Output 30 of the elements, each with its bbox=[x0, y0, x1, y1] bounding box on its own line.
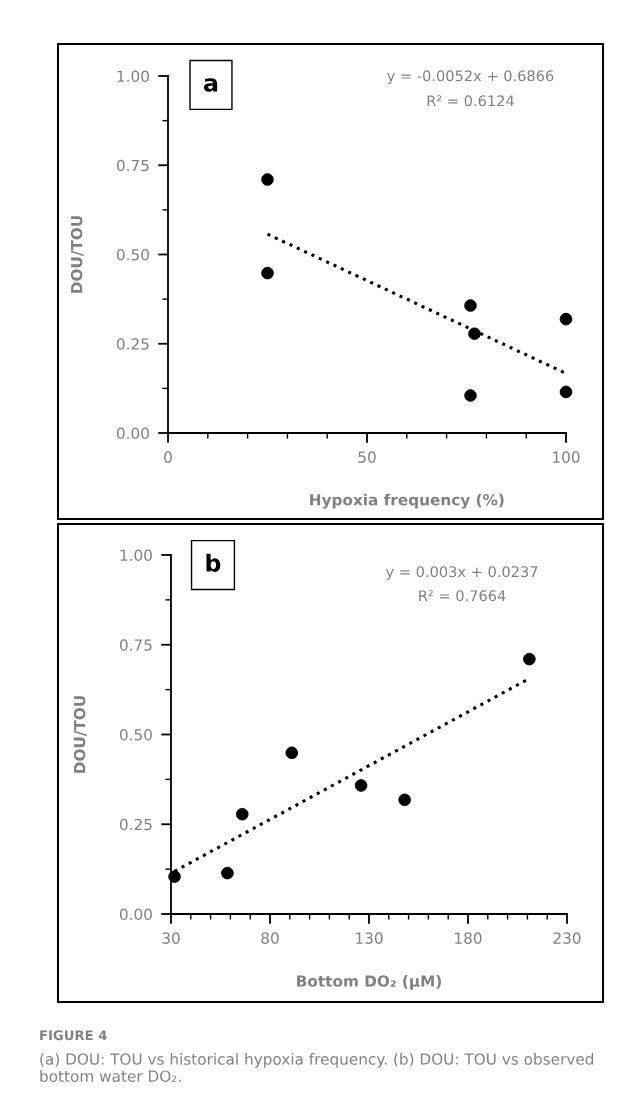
annotation: R² = 0.6124 bbox=[427, 95, 514, 107]
annotation: a bbox=[204, 78, 218, 92]
annotation: R² = 0.7664 bbox=[419, 590, 506, 602]
x-tick-label: 230 bbox=[553, 932, 581, 944]
annotation: y = -0.0052x + 0.6866 bbox=[387, 70, 554, 85]
y-tick-label: 0.50 bbox=[119, 728, 152, 741]
annotation: b bbox=[206, 553, 221, 572]
y-tick-label: 1.00 bbox=[117, 70, 149, 83]
y-tick-label: 0.75 bbox=[116, 159, 149, 172]
y-tick-label: 0.25 bbox=[116, 338, 149, 350]
y-tick-label: 0.25 bbox=[119, 818, 152, 831]
x-tick-label: 0 bbox=[164, 451, 172, 463]
y-tick-label: 0.00 bbox=[119, 908, 152, 921]
y-tick-label: 0.00 bbox=[116, 427, 149, 440]
y-axis-title: DOU/TOU bbox=[73, 696, 87, 773]
text: (a) DOU: TOU vs historical hypoxia frequency. (b) DOU: TOU vs observed bottom water DO₂. bbox=[40, 1053, 594, 1082]
y-tick-label: 0.75 bbox=[119, 639, 152, 651]
x-tick-label: 80 bbox=[261, 932, 279, 944]
y-tick-label: 0.50 bbox=[116, 248, 149, 261]
annotation: y = 0.003x + 0.0237 bbox=[385, 566, 538, 581]
y-axis-title: DOU/TOU bbox=[70, 216, 84, 293]
x-axis-title: Hypoxia frequency (%) bbox=[310, 493, 504, 509]
x-tick-label: 100 bbox=[553, 451, 580, 463]
x-tick-label: 130 bbox=[356, 932, 383, 944]
x-tick-label: 30 bbox=[162, 932, 180, 944]
x-axis-title: Bottom DO₂ (µM) bbox=[297, 975, 441, 990]
caption: FIGURE 4 bbox=[40, 1030, 107, 1041]
y-tick-label: 1.00 bbox=[120, 549, 152, 562]
x-tick-label: 180 bbox=[455, 932, 482, 944]
x-tick-label: 50 bbox=[358, 451, 376, 463]
